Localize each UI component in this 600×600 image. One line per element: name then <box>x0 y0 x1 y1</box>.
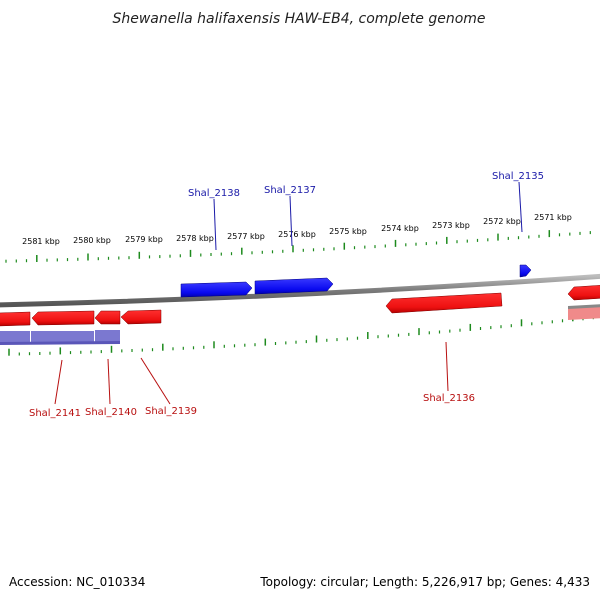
kbp-tick-labels: 2581 kbp 2580 kbp 2579 kbp 2578 kbp 2577… <box>22 213 572 246</box>
genome-backbone <box>0 273 600 308</box>
gene-label-shal-2136[interactable]: Shal_2136 <box>423 393 475 404</box>
lower-tick-track <box>8 314 594 356</box>
map-title: Shewanella halifaxensis HAW-EB4, complet… <box>112 11 485 27</box>
lilac-feature <box>0 331 30 344</box>
leader-shal-2136 <box>445 341 449 392</box>
kbp-label: 2579 kbp <box>125 235 163 244</box>
leader-shal-2137 <box>289 195 293 247</box>
kbp-label: 2572 kbp <box>483 217 521 226</box>
gene-label-shal-2137[interactable]: Shal_2137 <box>264 185 316 196</box>
kbp-label: 2580 kbp <box>73 236 111 245</box>
kbp-label: 2573 kbp <box>432 221 470 230</box>
gene-shal-2137[interactable] <box>254 277 334 295</box>
gene-shal-2138[interactable] <box>180 281 253 298</box>
leader-shal-2135 <box>518 181 523 233</box>
leader-shal-2140 <box>107 358 111 405</box>
label-leader-lines <box>54 181 523 405</box>
kbp-label: 2581 kbp <box>22 237 60 246</box>
kbp-label: 2578 kbp <box>176 234 214 243</box>
gene-label-shal-2138[interactable]: Shal_2138 <box>188 188 240 199</box>
gene-label-shal-2135[interactable]: Shal_2135 <box>492 171 544 182</box>
leader-shal-2138 <box>213 198 217 251</box>
gene-label-shal-2139[interactable]: Shal_2139 <box>145 406 197 417</box>
gene-shal-2136[interactable] <box>385 292 503 314</box>
gene-shal-2135[interactable] <box>519 264 532 278</box>
upper-tick-track <box>5 230 591 263</box>
gene-shal-2139[interactable] <box>120 309 162 325</box>
lilac-feature <box>31 331 94 344</box>
kbp-label: 2575 kbp <box>329 227 367 236</box>
lilac-feature <box>95 330 120 343</box>
forward-strand-genes <box>180 264 532 298</box>
gene-shal-2142[interactable] <box>0 311 31 327</box>
inner-feature-tracks <box>0 304 600 345</box>
leader-shal-2141 <box>54 359 63 405</box>
kbp-label: 2571 kbp <box>534 213 572 222</box>
gene-shal-2140[interactable] <box>94 310 121 325</box>
kbp-label: 2574 kbp <box>381 224 419 233</box>
accession-text: Accession: NC_010334 <box>9 575 146 589</box>
kbp-label: 2577 kbp <box>227 232 265 241</box>
lilac-feature-edge <box>0 341 120 345</box>
gene-label-shal-2141[interactable]: Shal_2141 <box>29 408 81 419</box>
gene-right-edge[interactable] <box>567 285 600 301</box>
genome-summary: Topology: circular; Length: 5,226,917 bp… <box>260 575 590 589</box>
reverse-strand-genes <box>0 285 600 327</box>
gene-shal-2141[interactable] <box>31 310 95 326</box>
pink-feature <box>568 307 600 320</box>
kbp-label: 2576 kbp <box>278 230 316 239</box>
gene-label-shal-2140[interactable]: Shal_2140 <box>85 407 137 418</box>
leader-shal-2139 <box>140 357 171 405</box>
gene-labels: Shal_2138 Shal_2137 Shal_2135 Shal_2141 … <box>29 171 544 419</box>
